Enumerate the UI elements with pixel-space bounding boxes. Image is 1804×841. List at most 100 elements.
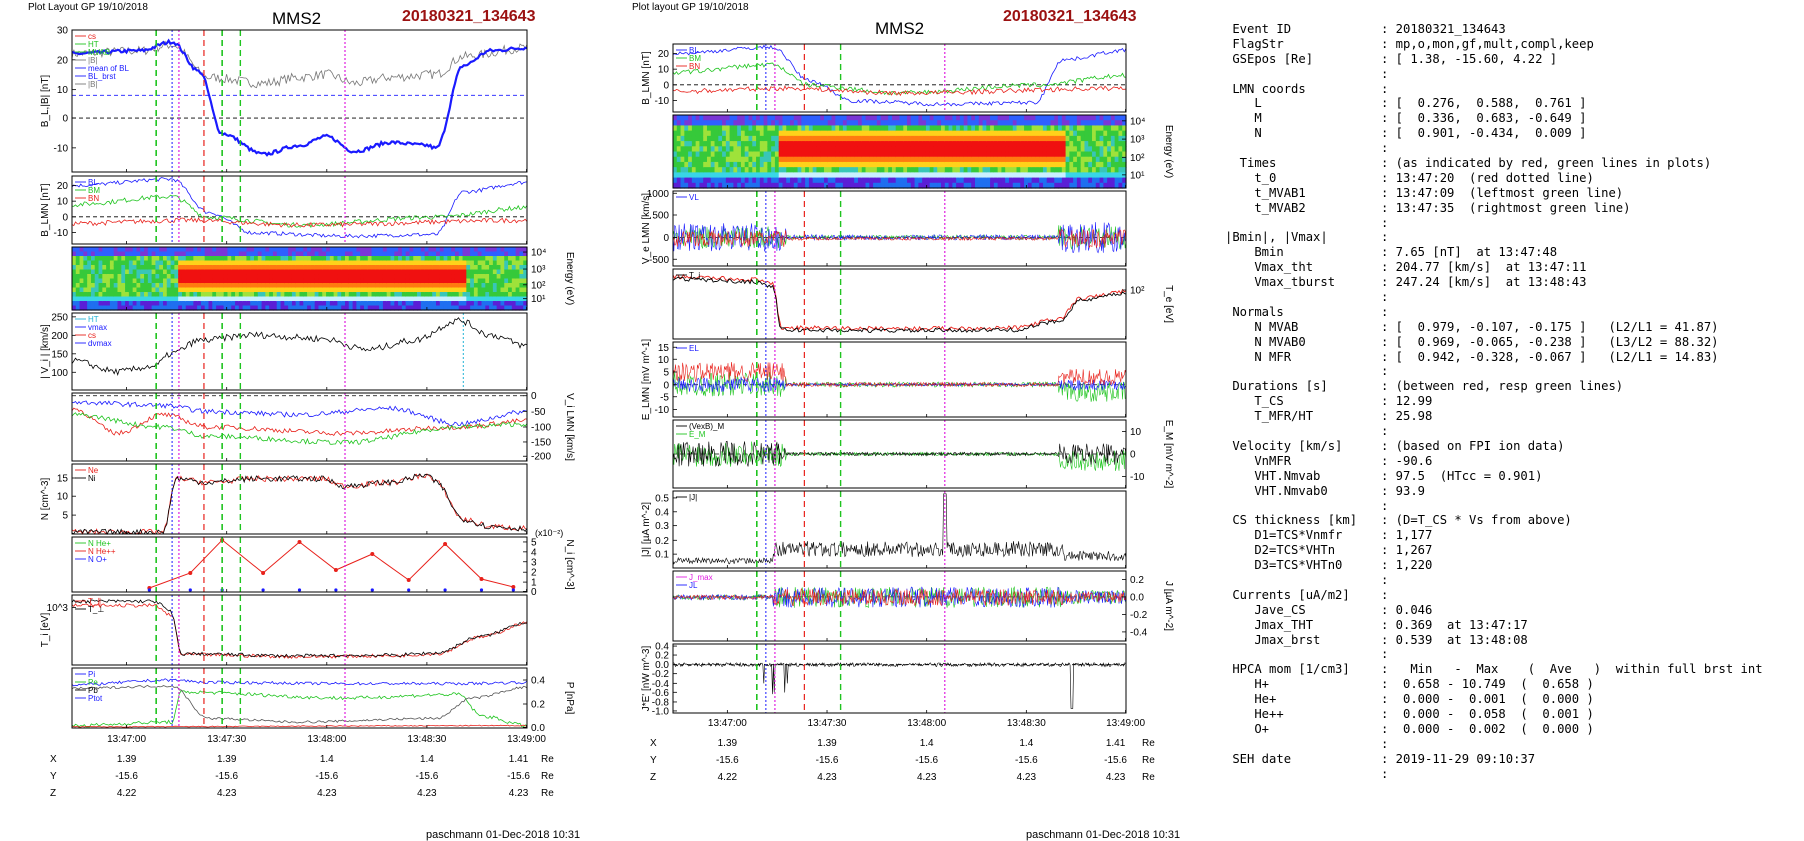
left-spec-cell bbox=[208, 283, 213, 289]
mid-spec-cell bbox=[824, 125, 829, 132]
left-spec-cell bbox=[254, 265, 259, 271]
mid-spec-cell bbox=[703, 177, 708, 184]
left-spec-cell bbox=[310, 301, 316, 307]
left-spec-cell bbox=[83, 247, 88, 253]
left-spec-cell bbox=[447, 260, 452, 266]
mid-spec-cell bbox=[737, 120, 742, 127]
mid-spec-cell bbox=[963, 120, 969, 127]
left-spec-cell bbox=[227, 287, 232, 293]
mid-spec-cell bbox=[865, 151, 870, 158]
o-plus-point bbox=[261, 588, 265, 592]
left-spec-cell bbox=[113, 274, 119, 280]
mid-spec-cell bbox=[1099, 146, 1104, 153]
left-spec-cell bbox=[216, 247, 221, 253]
mid-spec-cell bbox=[982, 151, 987, 158]
legend-label: cs bbox=[88, 331, 96, 340]
left-spec-cell bbox=[318, 274, 323, 280]
mid-spec-cell bbox=[706, 146, 712, 153]
mid-spec-cell bbox=[1024, 115, 1029, 121]
mid-spec-cell bbox=[797, 141, 802, 147]
left-spec-cell bbox=[481, 278, 486, 284]
left-spec-cell bbox=[98, 260, 103, 266]
mid-spec-cell bbox=[752, 130, 757, 137]
left-spec-cell bbox=[367, 260, 373, 266]
left-spec-cell bbox=[401, 269, 407, 275]
left-spec-cell bbox=[439, 287, 445, 293]
left-spec-cell bbox=[280, 278, 285, 284]
mid-spec-cell bbox=[888, 156, 893, 163]
mid-spec-cell bbox=[714, 161, 719, 168]
legend-label: Ne bbox=[88, 466, 99, 475]
summary-key: N MFR bbox=[1225, 349, 1292, 364]
left-spec-cell bbox=[356, 287, 361, 293]
left-spec-cell bbox=[352, 251, 357, 257]
mid-spec-cell bbox=[903, 120, 908, 127]
mid-spec-cell bbox=[967, 156, 972, 163]
mid-spec-cell bbox=[729, 161, 734, 168]
left-spec-cell bbox=[356, 247, 361, 253]
mid-spec-cell bbox=[993, 161, 999, 168]
left-spec-cell bbox=[451, 278, 456, 284]
y-tick-label: 0.1 bbox=[655, 550, 669, 561]
left-spec-cell bbox=[163, 251, 168, 257]
left-spec-cell bbox=[242, 251, 248, 257]
mid-spec-cell bbox=[824, 161, 829, 168]
left-spec-cell bbox=[238, 287, 244, 293]
mid-spec-cell bbox=[722, 130, 727, 137]
mid-spec-cell bbox=[835, 182, 840, 189]
left-spec-cell bbox=[75, 269, 81, 275]
mid-spec-cell bbox=[1035, 172, 1040, 179]
mid-spec-cell bbox=[1088, 115, 1093, 121]
left-spec-cell bbox=[166, 265, 172, 271]
left-spec-cell bbox=[432, 274, 437, 280]
legend-label: HT bbox=[88, 315, 99, 324]
y-tick-label: 0.2 bbox=[655, 536, 669, 547]
mid-spec-cell bbox=[1122, 161, 1127, 168]
left-spec-cell bbox=[102, 269, 107, 275]
summary-row: |Bmin|, |Vmax|: bbox=[1225, 230, 1763, 245]
o-plus-point bbox=[147, 588, 151, 592]
mid-spec-cell bbox=[1088, 182, 1093, 189]
left-spec-cell bbox=[303, 265, 308, 271]
mid-spec-cell bbox=[941, 120, 946, 127]
mid-spec-cell bbox=[1092, 172, 1097, 179]
left-spec-cell bbox=[326, 283, 331, 289]
mid-spec-cell bbox=[691, 156, 697, 163]
left-spec-cell bbox=[428, 260, 433, 266]
mid-spec-cell bbox=[891, 115, 897, 121]
y-tick-label: 3 bbox=[531, 557, 537, 568]
summary-value: : (based on FPI ion data) bbox=[1381, 438, 1565, 453]
mid-spec-cell bbox=[880, 130, 885, 137]
left-spec-cell bbox=[489, 296, 494, 302]
mid-spec-cell bbox=[884, 141, 889, 147]
left-spec-cell bbox=[352, 265, 357, 271]
left-spec-cell bbox=[322, 274, 327, 280]
mid-spec-cell bbox=[1046, 135, 1052, 142]
mid-spec-cell bbox=[1012, 125, 1018, 132]
mid-spec-cell bbox=[978, 115, 984, 121]
left-spec-cell bbox=[337, 265, 342, 271]
mid-spec-cell bbox=[978, 161, 984, 168]
mid-spec-cell bbox=[956, 156, 961, 163]
left-spec-cell bbox=[511, 251, 517, 257]
left-spec-cell bbox=[87, 256, 92, 262]
mid-spec-cell bbox=[680, 172, 685, 179]
left-spec-cell bbox=[345, 305, 350, 311]
mid-spec-cell bbox=[993, 167, 999, 173]
mid-spec-cell bbox=[978, 151, 984, 158]
left-spec-cell bbox=[83, 274, 88, 280]
left-spec-cell bbox=[379, 269, 384, 275]
mid-spec-cell bbox=[925, 156, 931, 163]
left-spec-cell bbox=[204, 287, 210, 293]
left-spec-cell bbox=[163, 283, 168, 289]
mid-spec-cell bbox=[691, 177, 697, 184]
mid-spec-cell bbox=[703, 156, 708, 163]
summary-value: : 0.369 at 13:47:17 bbox=[1381, 617, 1528, 632]
mid-j-panel-frame bbox=[672, 570, 1127, 642]
summary-key: H+ bbox=[1225, 677, 1270, 692]
left-spec-cell bbox=[212, 274, 217, 280]
mid-spec-cell bbox=[695, 151, 701, 158]
mid-spec-cell bbox=[1012, 172, 1018, 179]
left-spec-cell bbox=[113, 292, 119, 298]
mid-spec-cell bbox=[782, 125, 787, 132]
